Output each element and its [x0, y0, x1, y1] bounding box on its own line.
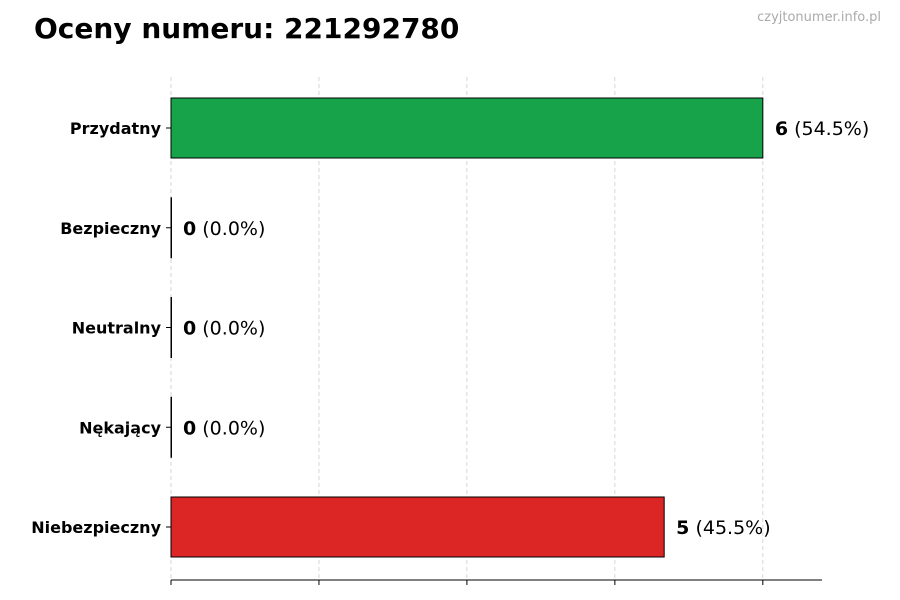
value-label: 0 (0.0%)	[183, 218, 265, 240]
category-label: Niebezpieczny	[31, 518, 161, 537]
value-percent: (45.5%)	[689, 517, 770, 539]
category-label: Neutralny	[72, 319, 162, 338]
bar	[170, 297, 172, 358]
bar	[170, 97, 764, 159]
value-count: 6	[775, 118, 788, 140]
value-label: 5 (45.5%)	[676, 517, 770, 539]
value-percent: (54.5%)	[788, 118, 869, 140]
watermark: czyjtonumer.info.pl	[757, 10, 881, 25]
value-label: 0 (0.0%)	[183, 318, 265, 340]
value-percent: (0.0%)	[196, 318, 265, 340]
bar	[170, 197, 172, 259]
value-count: 0	[183, 417, 196, 439]
category-label: Nękający	[79, 418, 161, 437]
bar	[170, 396, 172, 458]
value-count: 0	[183, 218, 196, 240]
value-count: 5	[676, 517, 689, 539]
value-count: 0	[183, 318, 196, 340]
value-label: 0 (0.0%)	[183, 417, 265, 439]
value-percent: (0.0%)	[196, 417, 265, 439]
category-label: Przydatny	[70, 119, 162, 138]
chart-title: Oceny numeru: 221292780	[34, 12, 460, 45]
value-label: 6 (54.5%)	[775, 118, 869, 140]
bar	[170, 496, 665, 558]
value-percent: (0.0%)	[196, 218, 265, 240]
category-label: Bezpieczny	[60, 219, 161, 238]
